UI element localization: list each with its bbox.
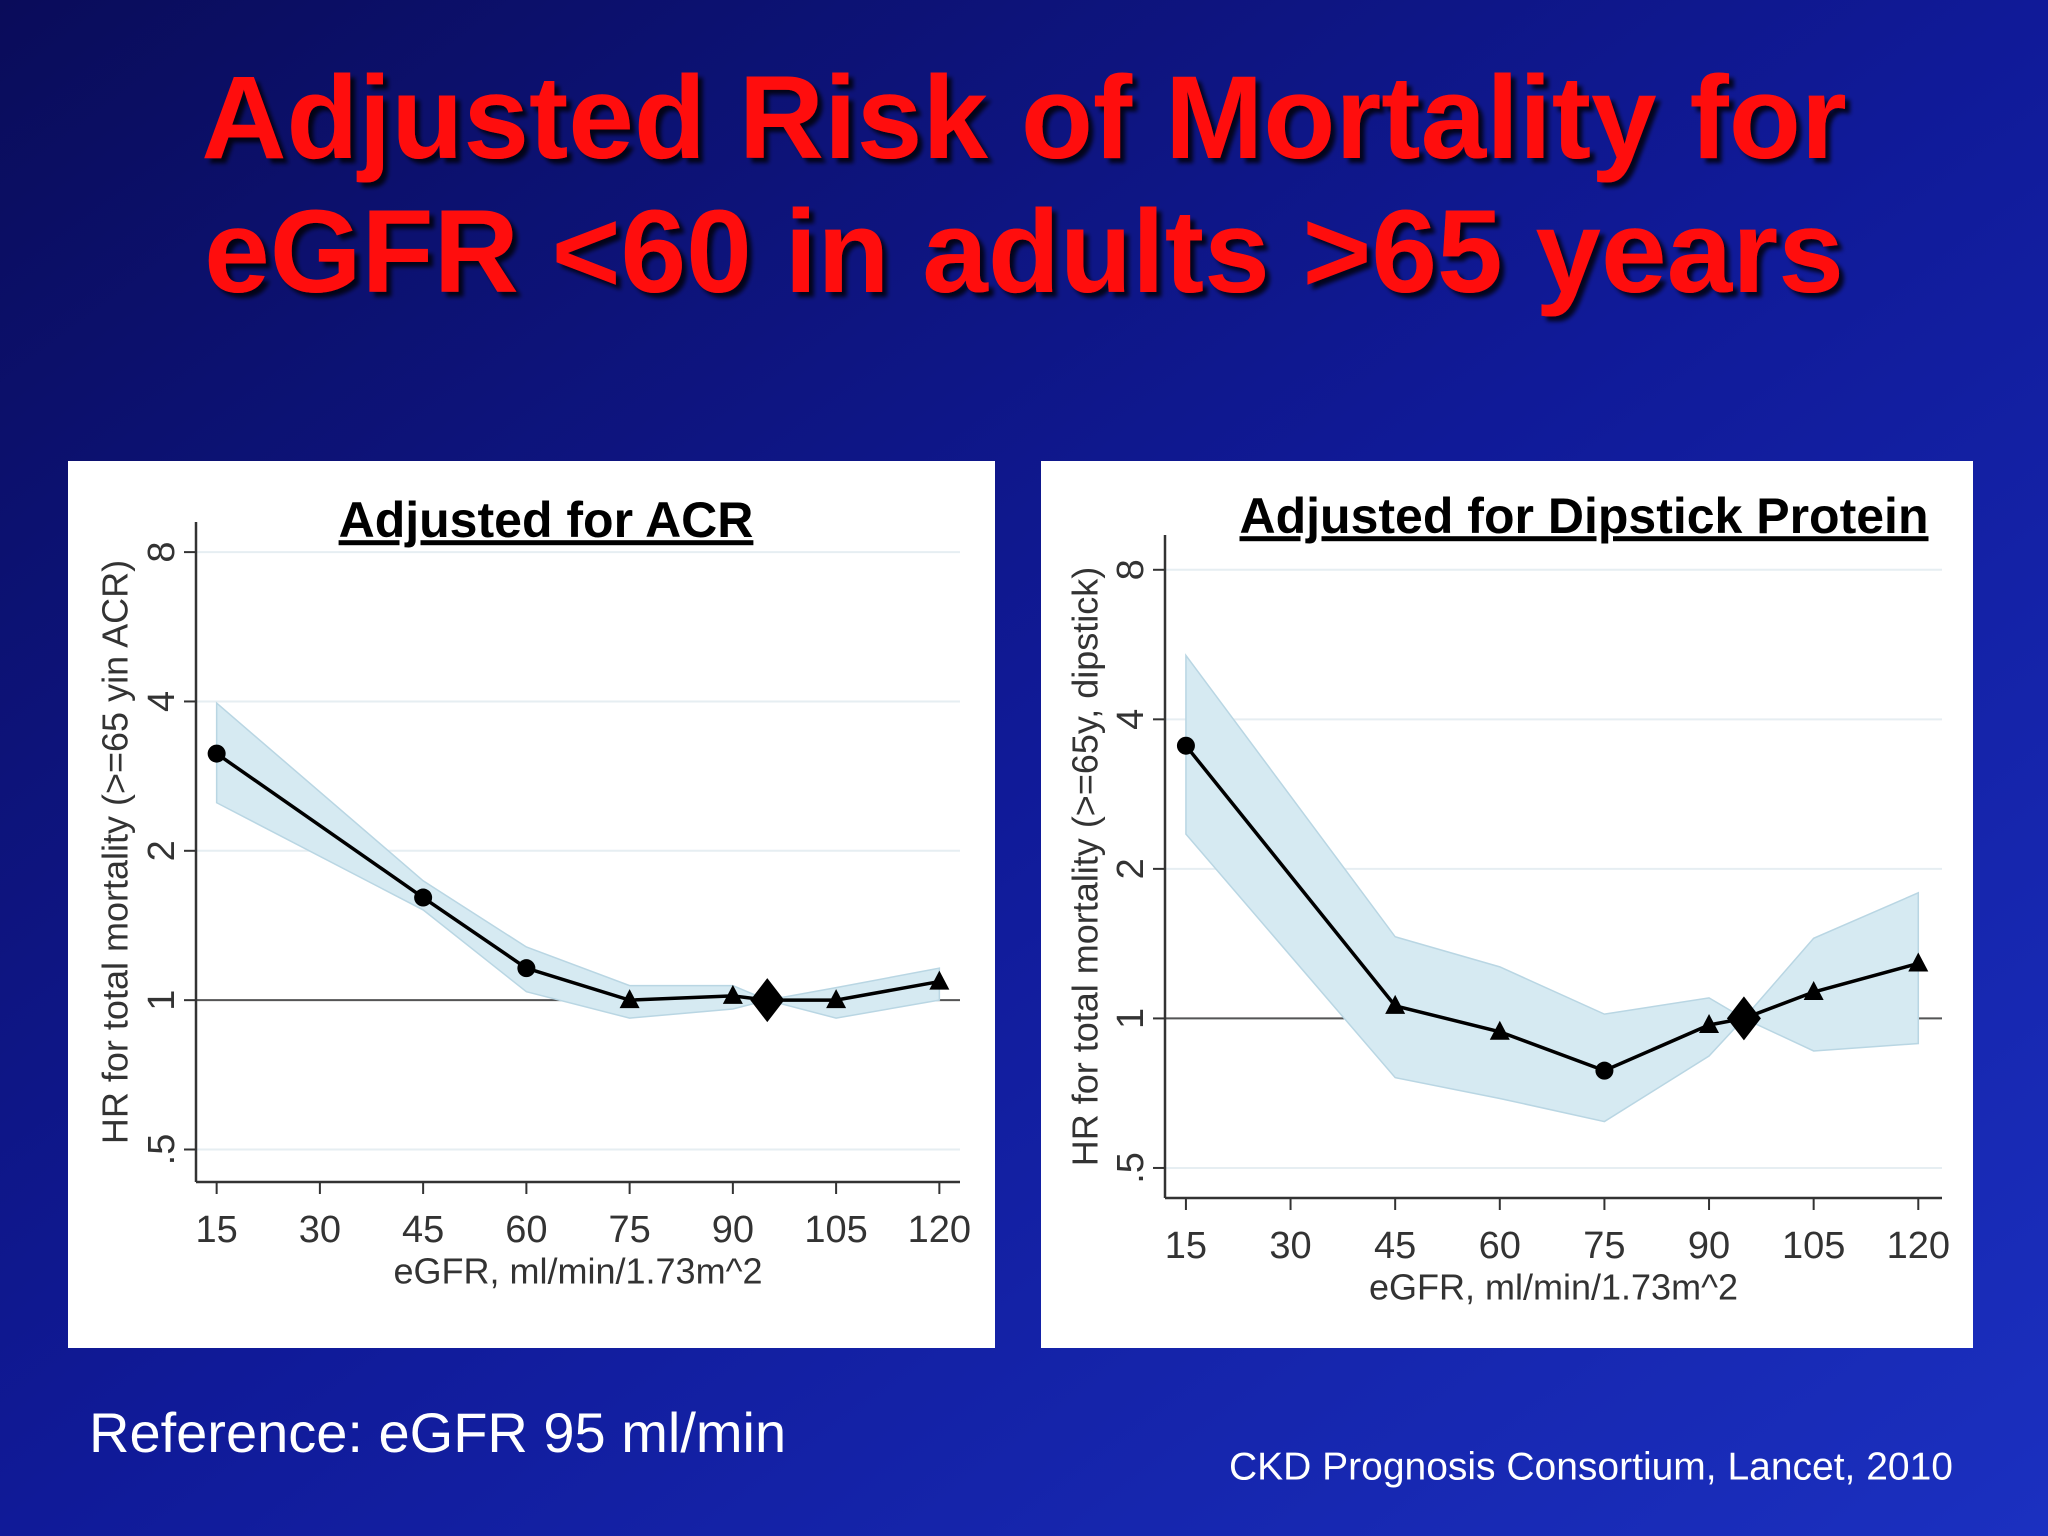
slide-title: eGFR <60 in adults >65 years bbox=[204, 186, 1844, 318]
y-tick-label: 2 bbox=[1110, 858, 1152, 879]
hr-line bbox=[215, 752, 940, 1002]
point-marker bbox=[722, 984, 743, 1004]
point-marker bbox=[1489, 1020, 1510, 1040]
chart-panel bbox=[68, 461, 995, 1348]
y-tick-label: 1 bbox=[141, 990, 183, 1011]
x-tick-label: 105 bbox=[1782, 1225, 1845, 1267]
x-axis-label: eGFR, ml/min/1.73m^2 bbox=[1369, 1267, 1738, 1308]
reference-marker bbox=[1726, 996, 1761, 1041]
y-tick-label: .5 bbox=[141, 1134, 183, 1166]
confidence-band bbox=[1185, 653, 1920, 1123]
x-tick-label: 75 bbox=[1583, 1225, 1625, 1267]
x-axis-label: eGFR, ml/min/1.73m^2 bbox=[394, 1251, 763, 1292]
chart-title: Adjusted for Dipstick Protein bbox=[1240, 488, 1929, 544]
point-marker bbox=[1595, 1061, 1614, 1080]
x-tick-label: 30 bbox=[1269, 1225, 1311, 1267]
y-tick-label: .5 bbox=[1110, 1152, 1152, 1184]
x-tick-label: 60 bbox=[1479, 1225, 1521, 1267]
reference-marker bbox=[750, 978, 785, 1023]
x-tick-label: 105 bbox=[804, 1209, 867, 1251]
point-marker bbox=[826, 989, 847, 1009]
point-marker bbox=[207, 744, 226, 763]
point-marker bbox=[414, 888, 433, 907]
reference-note: Reference: eGFR 95 ml/min bbox=[89, 1401, 786, 1464]
x-tick-label: 90 bbox=[1688, 1225, 1730, 1267]
y-tick-label: 4 bbox=[141, 691, 183, 712]
confidence-band bbox=[215, 701, 941, 1019]
y-axis-label: HR for total mortality (>=65y, dipstick) bbox=[1065, 567, 1106, 1167]
chart-panel bbox=[1041, 461, 1973, 1348]
point-marker bbox=[1385, 994, 1406, 1014]
x-tick-label: 15 bbox=[1165, 1225, 1207, 1267]
slide-title: Adjusted Risk of Mortality for bbox=[201, 52, 1847, 184]
x-tick-label: 90 bbox=[712, 1209, 754, 1251]
y-tick-label: 4 bbox=[1110, 709, 1152, 730]
point-marker bbox=[929, 970, 950, 990]
point-marker bbox=[517, 959, 536, 978]
x-tick-label: 120 bbox=[908, 1209, 971, 1251]
chart-title: Adjusted for ACR bbox=[339, 492, 754, 548]
citation: CKD Prognosis Consortium, Lancet, 2010 bbox=[1229, 1445, 1953, 1488]
point-marker bbox=[1803, 981, 1824, 1001]
point-marker bbox=[1176, 736, 1195, 755]
x-tick-label: 30 bbox=[299, 1209, 341, 1251]
y-tick-label: 8 bbox=[1110, 559, 1152, 580]
x-tick-label: 45 bbox=[1374, 1225, 1416, 1267]
point-marker bbox=[619, 989, 640, 1009]
x-tick-label: 45 bbox=[402, 1209, 444, 1251]
x-tick-label: 15 bbox=[196, 1209, 238, 1251]
hr-line bbox=[1184, 744, 1919, 1073]
y-tick-label: 1 bbox=[1110, 1008, 1152, 1029]
point-marker bbox=[1699, 1013, 1720, 1033]
x-tick-label: 120 bbox=[1887, 1225, 1950, 1267]
y-axis-label: HR for total mortality (>=65 yin ACR) bbox=[95, 560, 136, 1144]
x-tick-label: 60 bbox=[505, 1209, 547, 1251]
x-tick-label: 75 bbox=[608, 1209, 650, 1251]
y-tick-label: 8 bbox=[141, 542, 183, 563]
y-tick-label: 2 bbox=[141, 840, 183, 861]
point-marker bbox=[1908, 952, 1929, 972]
